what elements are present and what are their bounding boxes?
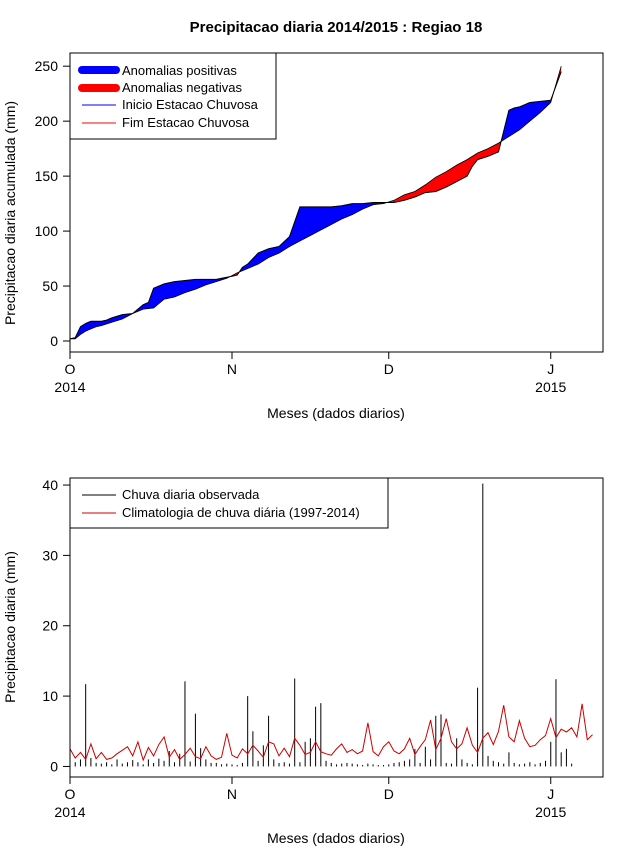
x-axis-top: O 2014 N D J 2015 — [54, 352, 567, 395]
bottom-xtick-year-0: 2014 — [54, 804, 85, 820]
positive-anomaly-area-0 — [70, 276, 231, 339]
daily-rain-bars — [69, 483, 573, 767]
y-axis-label-top: Precipitacao diaria acumulada (mm) — [2, 101, 18, 325]
legend-label-observed: Chuva diaria observada — [122, 487, 260, 502]
positive-anomaly-area-4 — [501, 92, 554, 142]
top-xtick-label-3: J — [547, 361, 554, 377]
top-ytick-label-5: 250 — [35, 58, 59, 74]
legend-label-fim: Fim Estacao Chuvosa — [122, 115, 250, 130]
legend-top: Anomalias positivas Anomalias negativas … — [69, 52, 277, 140]
legend-box-bottom — [69, 477, 389, 529]
legend-bottom: Chuva diaria observada Climatologia de c… — [69, 477, 389, 529]
bottom-xtick-label-0: O — [65, 786, 76, 802]
bottom-xtick-label-3: J — [547, 786, 554, 802]
y-axis-bottom: 0 10 20 30 40 — [42, 477, 70, 774]
legend-label-negative: Anomalias negativas — [122, 80, 242, 95]
top-ytick-label-4: 200 — [35, 113, 59, 129]
bottom-ytick-label-0: 0 — [50, 758, 58, 774]
cumulative-precip-chart: 0 50 100 150 200 250 O 2014 N D J 2015 Meses (dado… — [2, 52, 604, 421]
y-axis-label-bottom: Precipitacao diaria (mm) — [2, 551, 18, 703]
x-axis-label-top: Meses (dados diarios) — [267, 405, 405, 421]
legend-label-positive: Anomalias positivas — [122, 63, 237, 78]
y-axis-top: 0 50 100 150 200 250 — [35, 58, 70, 349]
bottom-ytick-label-3: 30 — [42, 547, 58, 563]
climatology-daily-line — [69, 703, 593, 762]
plot-frame-top — [69, 52, 604, 353]
bottom-ytick-label-4: 40 — [42, 477, 58, 493]
bottom-xtick-year-3: 2015 — [535, 804, 566, 820]
top-xtick-year-0: 2014 — [54, 379, 85, 395]
top-ytick-label-3: 150 — [35, 168, 59, 184]
observed-cumulative-line — [69, 71, 562, 340]
top-xtick-year-3: 2015 — [535, 379, 566, 395]
top-xtick-label-0: O — [65, 361, 76, 377]
top-ytick-label-1: 50 — [42, 278, 58, 294]
climatology-cumulative-line — [70, 66, 562, 340]
daily-precip-chart: 0 10 20 30 40 O 2014 N D J 2015 Meses (dados diar… — [2, 477, 604, 846]
top-ytick-label-0: 0 — [50, 333, 58, 349]
negative-anomaly-area-3 — [387, 141, 502, 203]
x-axis-label-bottom: Meses (dados diarios) — [267, 830, 405, 846]
bottom-ytick-label-1: 10 — [42, 688, 58, 704]
top-ytick-label-2: 100 — [35, 223, 59, 239]
top-xtick-label-2: D — [384, 361, 394, 377]
page-title: Precipitacao diaria 2014/2015 : Regiao 1… — [190, 19, 483, 36]
legend-label-climatology: Climatologia de chuva diária (1997-2014) — [122, 505, 360, 520]
x-axis-bottom: O 2014 N D J 2015 — [54, 777, 567, 820]
bottom-xtick-label-1: N — [227, 786, 237, 802]
positive-anomaly-area-2 — [239, 202, 387, 272]
top-xtick-label-1: N — [227, 361, 237, 377]
bottom-xtick-label-2: D — [384, 786, 394, 802]
legend-label-inicio: Inicio Estacao Chuvosa — [122, 97, 259, 112]
bottom-ytick-label-2: 20 — [42, 618, 58, 634]
